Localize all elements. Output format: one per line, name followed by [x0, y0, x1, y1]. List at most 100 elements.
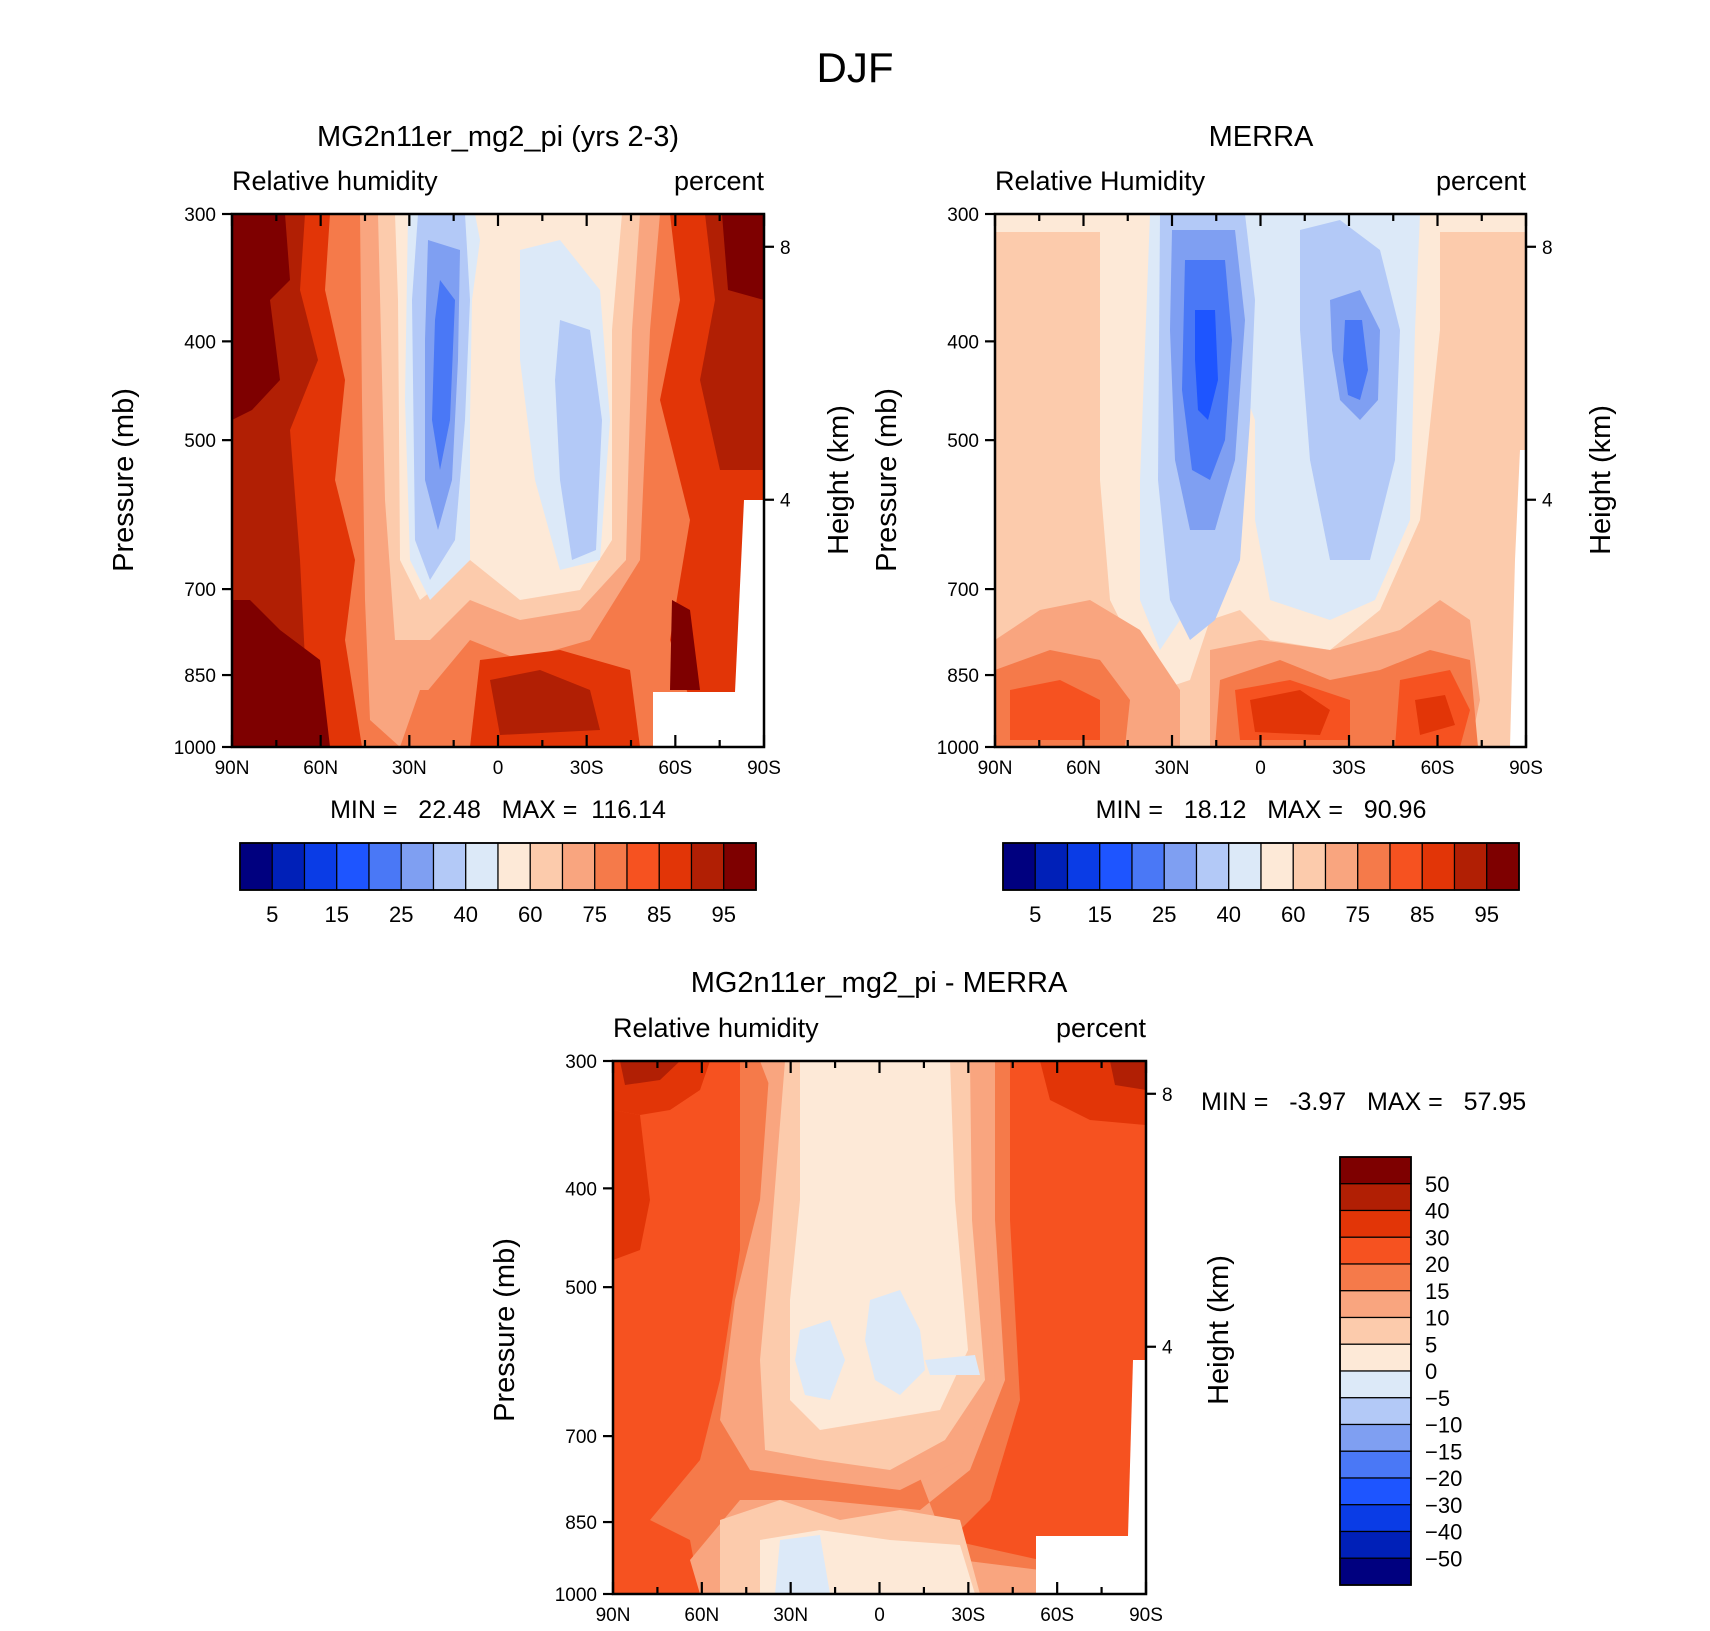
contour-field [613, 1061, 1146, 1594]
y-tick-label: 1000 [174, 738, 216, 759]
colorbar-swatch [1339, 1183, 1412, 1212]
panel-title: MG2n11er_mg2_pi - MERRA [691, 967, 1068, 999]
contour-band [1343, 320, 1368, 400]
y-tick-label: 850 [947, 666, 979, 687]
colorbar-swatch [239, 842, 273, 891]
x-tick-label: 60N [303, 758, 338, 779]
colorbar-swatch [626, 842, 660, 891]
min-max-label: MIN = -3.97 MAX = 57.95 [1201, 1088, 1526, 1116]
colorbar-label: −20 [1425, 1466, 1462, 1491]
colorbar-swatch [690, 842, 725, 891]
colorbar-swatch [1339, 1290, 1412, 1319]
contour-band [1010, 680, 1100, 740]
y-tick-label: 400 [184, 332, 216, 353]
colorbar-swatch [1339, 1450, 1412, 1479]
min-max-label: MIN = 22.48 MAX = 116.14 [330, 796, 666, 824]
panel-units: percent [674, 166, 765, 196]
colorbar-swatch [1339, 1209, 1412, 1238]
colorbar-swatch [1486, 842, 1520, 891]
missing-data-region [653, 692, 764, 747]
colorbar-swatch [1339, 1397, 1412, 1426]
y-tick-label: 300 [184, 205, 216, 226]
contour-band [490, 670, 600, 735]
contour-band [775, 1535, 830, 1594]
colorbar-label: 50 [1425, 1172, 1449, 1197]
x-tick-label: 90S [1129, 1605, 1163, 1626]
x-tick-label: 90N [215, 758, 250, 779]
colorbar-swatch [465, 842, 499, 891]
contour-field [232, 214, 764, 747]
colorbar-label: 95 [1475, 902, 1499, 927]
colorbar-swatch [336, 842, 370, 891]
panel-variable: Relative humidity [232, 166, 438, 196]
colorbar-swatch [1002, 842, 1036, 891]
x-tick-label: 30N [773, 1605, 808, 1626]
y-axis-label: Pressure (mb) [108, 388, 140, 572]
panel-title: MG2n11er_mg2_pi (yrs 2-3) [317, 121, 679, 153]
colorbar-swatch [1339, 1423, 1412, 1452]
colorbar-label: 15 [325, 902, 349, 927]
right-tick-label: 4 [1542, 491, 1553, 512]
colorbar-swatch [400, 842, 435, 891]
right-axis-label: Height (km) [1203, 1255, 1235, 1405]
colorbar-swatch [561, 842, 596, 891]
y-axis-label: Pressure (mb) [489, 1238, 521, 1422]
colorbar-swatch [1163, 842, 1198, 891]
colorbar-label: 25 [1152, 902, 1176, 927]
contour-band [620, 1061, 680, 1085]
colorbar-label: 60 [518, 902, 542, 927]
colorbar-swatch [1228, 842, 1262, 891]
y-tick-label: 400 [947, 332, 979, 353]
colorbar-label: 15 [1088, 902, 1112, 927]
x-tick-label: 60S [1421, 758, 1455, 779]
y-tick-label: 1000 [937, 738, 979, 759]
model-panel: MG2n11er_mg2_pi (yrs 2-3) Relative humid… [108, 121, 855, 927]
contour-band [1110, 1061, 1146, 1090]
colorbar-label: 85 [647, 902, 671, 927]
contour-band [400, 690, 470, 747]
colorbar-swatch [1339, 1263, 1412, 1292]
right-axis-label: Height (km) [1585, 405, 1617, 555]
right-tick-label: 8 [1162, 1085, 1173, 1106]
colorbar-swatch [1339, 1370, 1412, 1399]
x-tick-label: 60S [1040, 1605, 1074, 1626]
contour-band [865, 1290, 925, 1395]
y-tick-label: 1000 [555, 1585, 597, 1606]
colorbar-label: 40 [1217, 902, 1241, 927]
colorbar-swatch [1099, 842, 1133, 891]
colorbar-label: −40 [1425, 1520, 1462, 1545]
x-tick-label: 30N [392, 758, 427, 779]
colorbar-label: 5 [266, 902, 278, 927]
x-tick-label: 30S [570, 758, 604, 779]
colorbar-label: 40 [454, 902, 478, 927]
colorbar-label: 30 [1425, 1225, 1449, 1250]
y-tick-label: 500 [184, 431, 216, 452]
colorbar-label: −30 [1425, 1493, 1462, 1518]
right-axis-label: Height (km) [823, 405, 855, 555]
colorbar-swatch [303, 842, 338, 891]
y-tick-label: 700 [947, 580, 979, 601]
colorbar-swatch [1339, 1343, 1412, 1372]
y-tick-label: 400 [565, 1179, 597, 1200]
missing-data-region [1128, 1360, 1146, 1536]
colorbar-swatch [1260, 842, 1294, 891]
y-tick-label: 500 [947, 431, 979, 452]
colorbar-swatch [723, 842, 757, 891]
colorbar-swatch [1421, 842, 1456, 891]
x-tick-label: 90N [978, 758, 1013, 779]
colorbar-label: 95 [712, 902, 736, 927]
right-tick-label: 8 [1542, 238, 1553, 259]
colorbar-label: 15 [1425, 1279, 1449, 1304]
colorbar-label: −15 [1425, 1439, 1462, 1464]
right-tick-label: 4 [780, 491, 791, 512]
y-tick-label: 300 [947, 205, 979, 226]
colorbar-swatch [1066, 842, 1101, 891]
colorbar-swatch [1339, 1156, 1412, 1185]
colorbar-swatch [1195, 842, 1230, 891]
colorbar-swatch [1034, 842, 1069, 891]
contour-band [1415, 695, 1455, 735]
contour-field [995, 214, 1526, 747]
contour-band [925, 1355, 980, 1375]
colorbar-label: 25 [389, 902, 413, 927]
